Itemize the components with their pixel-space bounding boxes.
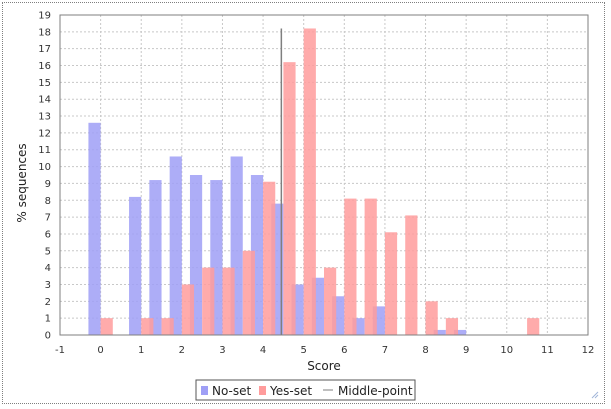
y-tick-label: 17 — [38, 44, 51, 55]
y-tick-label: 5 — [45, 246, 51, 257]
y-tick-label: 18 — [38, 27, 51, 38]
bar-no-set — [169, 156, 182, 335]
bar-yes-set — [202, 267, 215, 335]
bars — [88, 28, 540, 335]
bar-no-set — [149, 180, 162, 335]
chart-panel: -1 0 1 2 3 4 5 6 7 8 9 10 11 12 0 1 2 3 4 5 6 7 8 9 10 11 12 13 14 1… — [2, 2, 605, 404]
y-tick-label: 19 — [38, 11, 51, 22]
bar-yes-set — [181, 284, 195, 335]
y-tick-label: 2 — [45, 297, 51, 308]
y-tick-label: 3 — [45, 280, 51, 291]
legend-swatch-yes-set — [259, 386, 266, 395]
x-tick-label: 8 — [422, 345, 428, 356]
bar-yes-set — [527, 318, 540, 335]
bar-yes-set — [425, 301, 438, 335]
legend-label-middle-point: Middle-point — [338, 384, 413, 398]
bar-yes-set — [242, 250, 255, 335]
y-tick-label: 15 — [38, 78, 51, 89]
resize-grip-icon[interactable] — [591, 391, 599, 399]
y-tick-label: 9 — [45, 179, 51, 190]
x-tick-label: 3 — [219, 345, 225, 356]
bar-yes-set — [364, 198, 377, 335]
y-tick-label: 16 — [38, 61, 51, 72]
bar-yes-set — [161, 318, 174, 335]
y-tick-label: 0 — [45, 331, 51, 342]
bar-no-set — [129, 196, 142, 335]
x-tick-labels: -1 0 1 2 3 4 5 6 7 8 9 10 11 12 — [55, 345, 594, 356]
y-tick-label: 4 — [45, 263, 51, 274]
bar-no-set — [453, 329, 467, 335]
x-tick-label: 12 — [582, 345, 595, 356]
x-tick-label: 5 — [301, 345, 307, 356]
bar-yes-set — [405, 215, 418, 335]
bar-yes-set — [100, 318, 113, 335]
bar-yes-set — [222, 267, 235, 335]
x-tick-label: 9 — [463, 345, 469, 356]
legend-box — [195, 379, 416, 401]
legend-label-no-set: No-set — [212, 384, 252, 398]
x-tick-label: 2 — [179, 345, 185, 356]
bar-yes-set — [141, 318, 154, 335]
bar-no-set — [433, 329, 446, 335]
y-tick-label: 8 — [45, 196, 51, 207]
x-tick-label: 10 — [500, 345, 513, 356]
legend-label-yes-set: Yes-set — [269, 384, 312, 398]
y-tick-label: 1 — [45, 314, 51, 325]
x-axis-title: Score — [307, 359, 341, 373]
legend-swatch-no-set — [201, 386, 208, 395]
bar-yes-set — [263, 181, 276, 335]
y-tick-label: 7 — [45, 213, 51, 224]
bar-yes-set — [384, 232, 398, 335]
bar-yes-set — [344, 198, 357, 335]
y-tick-label: 14 — [38, 95, 51, 106]
x-tick-label: 1 — [138, 345, 144, 356]
histogram-chart: -1 0 1 2 3 4 5 6 7 8 9 10 11 12 012345678910111213141… — [15, 11, 594, 401]
x-tick-label: 0 — [97, 345, 103, 356]
legend: No-set Yes-set Middle-point — [195, 379, 416, 401]
y-tick-label: 13 — [38, 112, 51, 123]
y-tick-label: 10 — [38, 162, 51, 173]
bar-yes-set — [324, 267, 337, 335]
bar-no-set — [88, 122, 101, 335]
y-tick-label: 11 — [38, 145, 51, 156]
y-axis-title: % sequences — [15, 143, 29, 222]
x-tick-label: 6 — [341, 345, 347, 356]
bar-yes-set — [303, 28, 316, 335]
x-tick-label: -1 — [55, 345, 65, 356]
bar-yes-set — [283, 62, 296, 335]
x-tick-label: 4 — [260, 345, 266, 356]
bar-yes-set — [445, 318, 459, 335]
x-tick-label: 7 — [382, 345, 388, 356]
y-tick-label: 6 — [45, 229, 51, 240]
y-tick-label: 12 — [38, 128, 51, 139]
x-tick-label: 11 — [541, 345, 554, 356]
plot-border — [59, 14, 589, 336]
